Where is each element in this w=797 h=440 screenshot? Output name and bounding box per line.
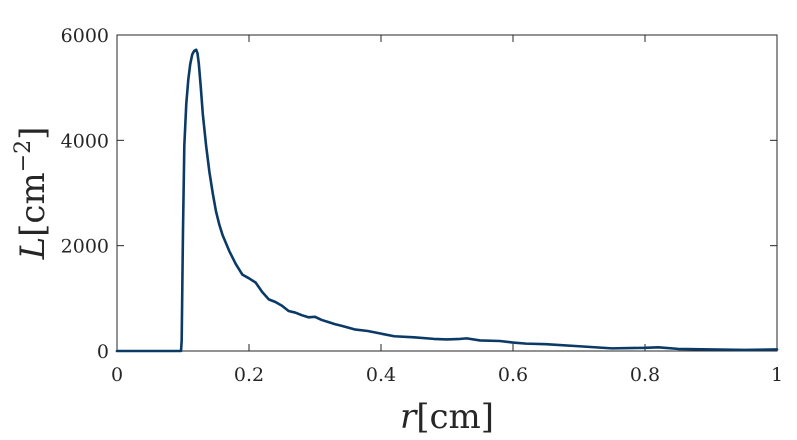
y-axis-label-var: L <box>13 237 53 261</box>
y-axis-label-unit: [cm <box>13 172 53 237</box>
x-tick-label: 1 <box>771 364 783 386</box>
series-line <box>115 48 779 353</box>
y-tick-label: 0 <box>97 341 109 363</box>
x-tick-label: 0.4 <box>366 364 396 386</box>
x-tick-label: 0.8 <box>630 364 660 386</box>
y-tick-label: 2000 <box>61 236 109 258</box>
x-axis-label: r[cm] <box>400 397 494 437</box>
tick-marks <box>116 34 778 352</box>
x-tick-label: 0.2 <box>234 364 264 386</box>
y-axis-label: L[cm−2] <box>11 127 53 261</box>
tick-labels: 0 0.2 0.4 0.6 0.8 1 0 2000 4000 6000 <box>61 25 783 386</box>
axes-box <box>116 34 778 352</box>
x-tick-label: 0.6 <box>498 364 528 386</box>
plot-area-frame <box>116 34 778 352</box>
y-tick-label: 4000 <box>61 130 109 152</box>
x-axis-label-var: r <box>400 397 418 437</box>
x-tick-label: 0 <box>111 364 123 386</box>
y-axis-label-close: ] <box>13 127 53 140</box>
y-tick-label: 6000 <box>61 25 109 47</box>
x-axis-label-unit: [cm] <box>416 397 494 437</box>
y-axis-label-exponent: −2 <box>11 140 36 172</box>
